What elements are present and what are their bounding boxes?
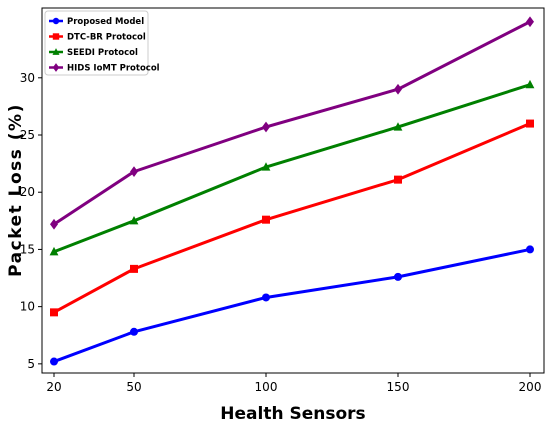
y-axis-title: Packet Loss (%) xyxy=(6,103,26,277)
series-proposed-model xyxy=(50,245,534,366)
y-tick-label: 5 xyxy=(27,357,35,371)
x-tick-label: 150 xyxy=(387,380,410,394)
plot-frame xyxy=(41,7,545,374)
x-axis: 20 50 100 150 200 xyxy=(46,373,541,394)
data-point xyxy=(52,33,60,40)
series-dtc-br-protocol xyxy=(50,119,534,317)
x-tick-label: 100 xyxy=(255,380,278,394)
x-tick-label: 200 xyxy=(519,380,542,394)
y-tick-label: 15 xyxy=(20,242,35,256)
y-tick-label: 10 xyxy=(20,300,35,314)
y-tick-label: 20 xyxy=(20,185,35,199)
data-point xyxy=(393,122,403,131)
legend: Proposed Model DTC-BR Protocol SEEDI Proto… xyxy=(44,10,160,76)
legend-box xyxy=(44,10,149,76)
data-point xyxy=(52,17,60,25)
data-point xyxy=(52,48,60,55)
y-tick-label: 25 xyxy=(20,128,35,142)
data-point xyxy=(262,293,270,302)
x-tick-label: 20 xyxy=(46,380,61,394)
legend-label: HIDS IoMT Protocol xyxy=(67,64,160,74)
data-point xyxy=(130,166,138,178)
data-point xyxy=(261,162,271,171)
data-point xyxy=(50,357,58,366)
y-tick-label: 30 xyxy=(20,71,35,85)
series-hids-iomt-protocol xyxy=(50,16,534,230)
data-point xyxy=(262,215,270,224)
x-axis-title: Health Sensors xyxy=(220,404,365,424)
data-point xyxy=(130,264,138,273)
data-point xyxy=(526,16,534,28)
data-point xyxy=(525,79,535,89)
data-point xyxy=(262,121,270,133)
series-line xyxy=(53,83,531,254)
legend-label: SEEDI Protocol xyxy=(67,48,138,58)
x-tick-label: 50 xyxy=(126,380,141,394)
series-layer xyxy=(49,16,535,366)
y-axis: 5 10 15 20 25 30 xyxy=(20,71,42,371)
data-point xyxy=(526,245,534,254)
data-point xyxy=(394,175,402,184)
series-seedi-protocol xyxy=(49,79,535,256)
data-point xyxy=(129,216,139,225)
series-line xyxy=(53,122,531,314)
data-point xyxy=(52,63,60,72)
legend-label: DTC-BR Protocol xyxy=(67,33,146,43)
legend-label: Proposed Model xyxy=(67,17,144,27)
data-point xyxy=(50,308,58,317)
data-point xyxy=(526,119,534,128)
series-line xyxy=(53,247,531,363)
data-point xyxy=(49,246,59,256)
data-point xyxy=(50,218,58,230)
data-point xyxy=(394,83,402,95)
data-point xyxy=(394,272,402,281)
data-point xyxy=(130,327,138,336)
